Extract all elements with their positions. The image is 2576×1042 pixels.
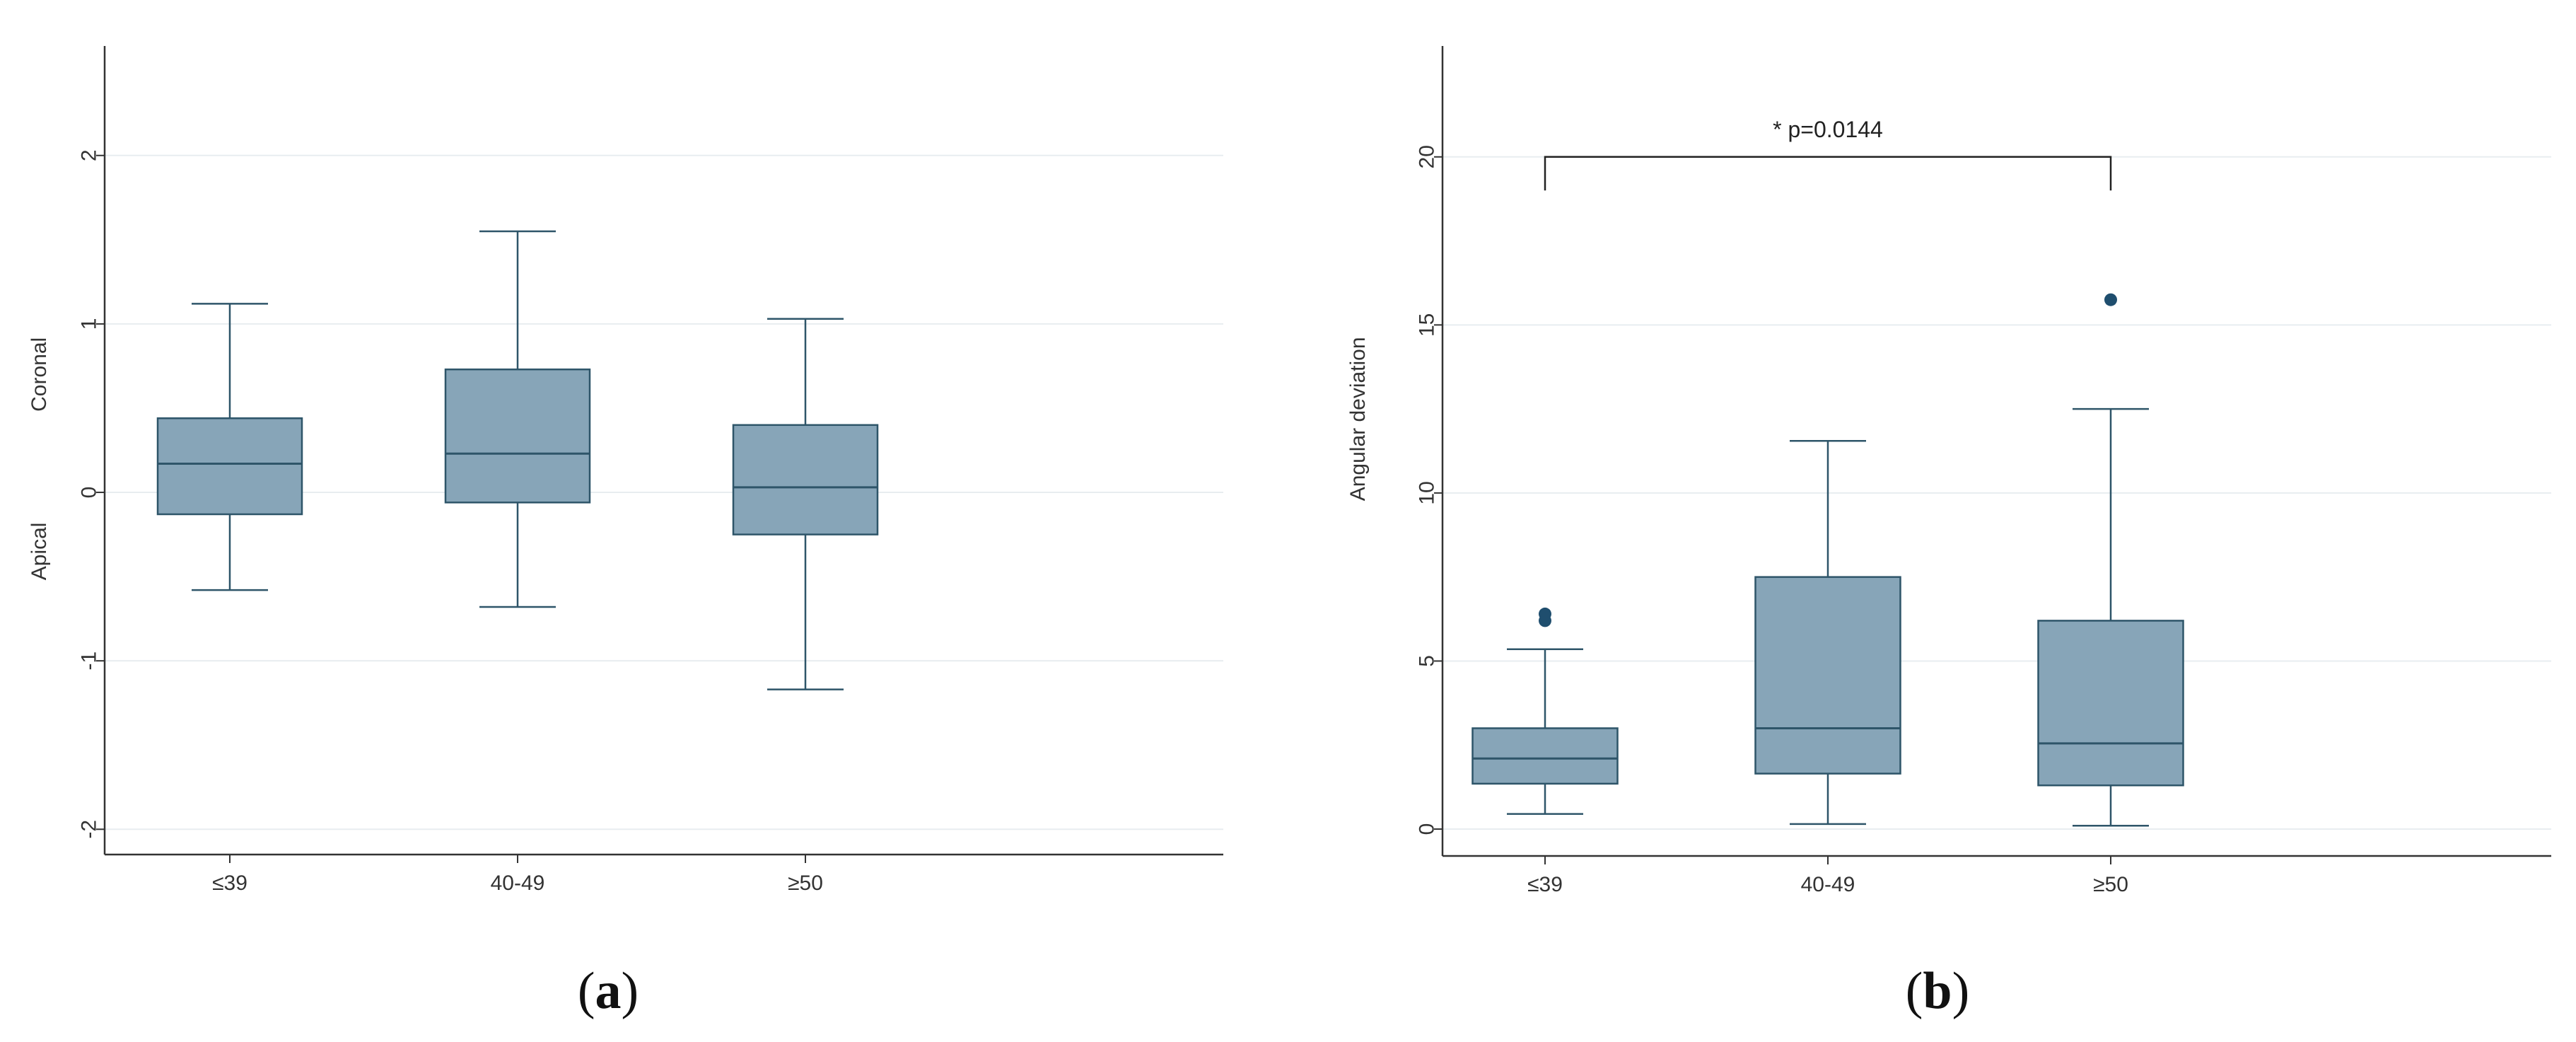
panel-b-box-1 bbox=[1754, 439, 1901, 826]
panel-b-y-tick-label-2: 10 bbox=[1416, 481, 1439, 504]
panel-b-caption-letter: b bbox=[1923, 962, 1952, 1020]
panel-b-x-tick-label-1: 40-49 bbox=[1801, 873, 1855, 896]
panel-b-box-0-outlier-1 bbox=[1539, 607, 1551, 620]
panel-b-x-ticks: ≤39 40-49 ≥50 bbox=[1527, 856, 2128, 896]
panel-a-box-2-iqr bbox=[732, 424, 879, 536]
panel-a-box-2 bbox=[732, 318, 879, 690]
panel-b-box-0-iqr bbox=[1471, 727, 1619, 785]
panel-b-y-tick-label-1: 5 bbox=[1416, 655, 1439, 667]
panel-a-box-1 bbox=[444, 230, 591, 608]
panel-a-box-0-iqr bbox=[156, 417, 303, 516]
panel-a-box-1-iqr bbox=[444, 368, 591, 504]
panel-b-box-2-iqr bbox=[2037, 620, 2184, 787]
panel-b-box-2 bbox=[2037, 293, 2184, 827]
panel-b-y-tick-label-0: 0 bbox=[1416, 823, 1439, 835]
panel-b-box-1-iqr bbox=[1754, 576, 1901, 775]
panel-b-box-2-outlier-0 bbox=[2104, 293, 2117, 306]
panel-a-y-tick-label-1: -1 bbox=[78, 652, 101, 671]
panel-a-caption: (a) bbox=[578, 962, 639, 1020]
panel-a-boxes bbox=[156, 230, 879, 690]
panel-b-box-0 bbox=[1471, 607, 1619, 815]
panel-a: -2 -1 0 1 2 ≤39 40-49 ≥50 Apical Coronal (a) bbox=[28, 46, 1223, 1020]
panel-b-boxes bbox=[1471, 293, 2184, 827]
significance-bracket: * p=0.0144 bbox=[1544, 117, 2112, 191]
panel-b-y-tick-label-3: 15 bbox=[1416, 313, 1439, 337]
panel-b-y-tick-label-4: 20 bbox=[1416, 145, 1439, 168]
panel-a-y-label-apical: Apical bbox=[28, 523, 51, 581]
panel-a-box-0 bbox=[156, 303, 303, 591]
panel-b: 0 5 10 15 20 ≤39 40-49 ≥50 Angular deviation *… bbox=[1346, 46, 2551, 1020]
panel-b-gridlines bbox=[1443, 156, 2551, 830]
panel-a-x-tick-label-1: 40-49 bbox=[491, 872, 545, 895]
panel-a-caption-letter: a bbox=[595, 962, 622, 1020]
panel-b-x-tick-label-0: ≤39 bbox=[1527, 873, 1563, 896]
panel-b-y-label: Angular deviation bbox=[1346, 337, 1370, 501]
panel-b-x-tick-label-2: ≥50 bbox=[2093, 873, 2128, 896]
panel-a-x-tick-label-2: ≥50 bbox=[788, 872, 823, 895]
panel-a-x-ticks: ≤39 40-49 ≥50 bbox=[212, 855, 823, 895]
significance-label: * p=0.0144 bbox=[1773, 117, 1883, 142]
panel-a-y-tick-label-0: -2 bbox=[78, 820, 101, 839]
panel-b-caption: (b) bbox=[1906, 962, 1969, 1020]
panel-a-y-tick-label-2: 0 bbox=[78, 487, 101, 499]
panel-a-y-tick-label-4: 2 bbox=[78, 149, 101, 161]
panel-a-y-tick-label-3: 1 bbox=[78, 318, 101, 330]
significance-bracket-line bbox=[1544, 156, 2112, 191]
panel-a-x-tick-label-0: ≤39 bbox=[212, 872, 247, 895]
panel-b-y-ticks: 0 5 10 15 20 bbox=[1416, 145, 1443, 835]
panel-a-y-label-coronal: Coronal bbox=[28, 337, 51, 412]
panel-a-y-ticks: -2 -1 0 1 2 bbox=[78, 149, 105, 839]
